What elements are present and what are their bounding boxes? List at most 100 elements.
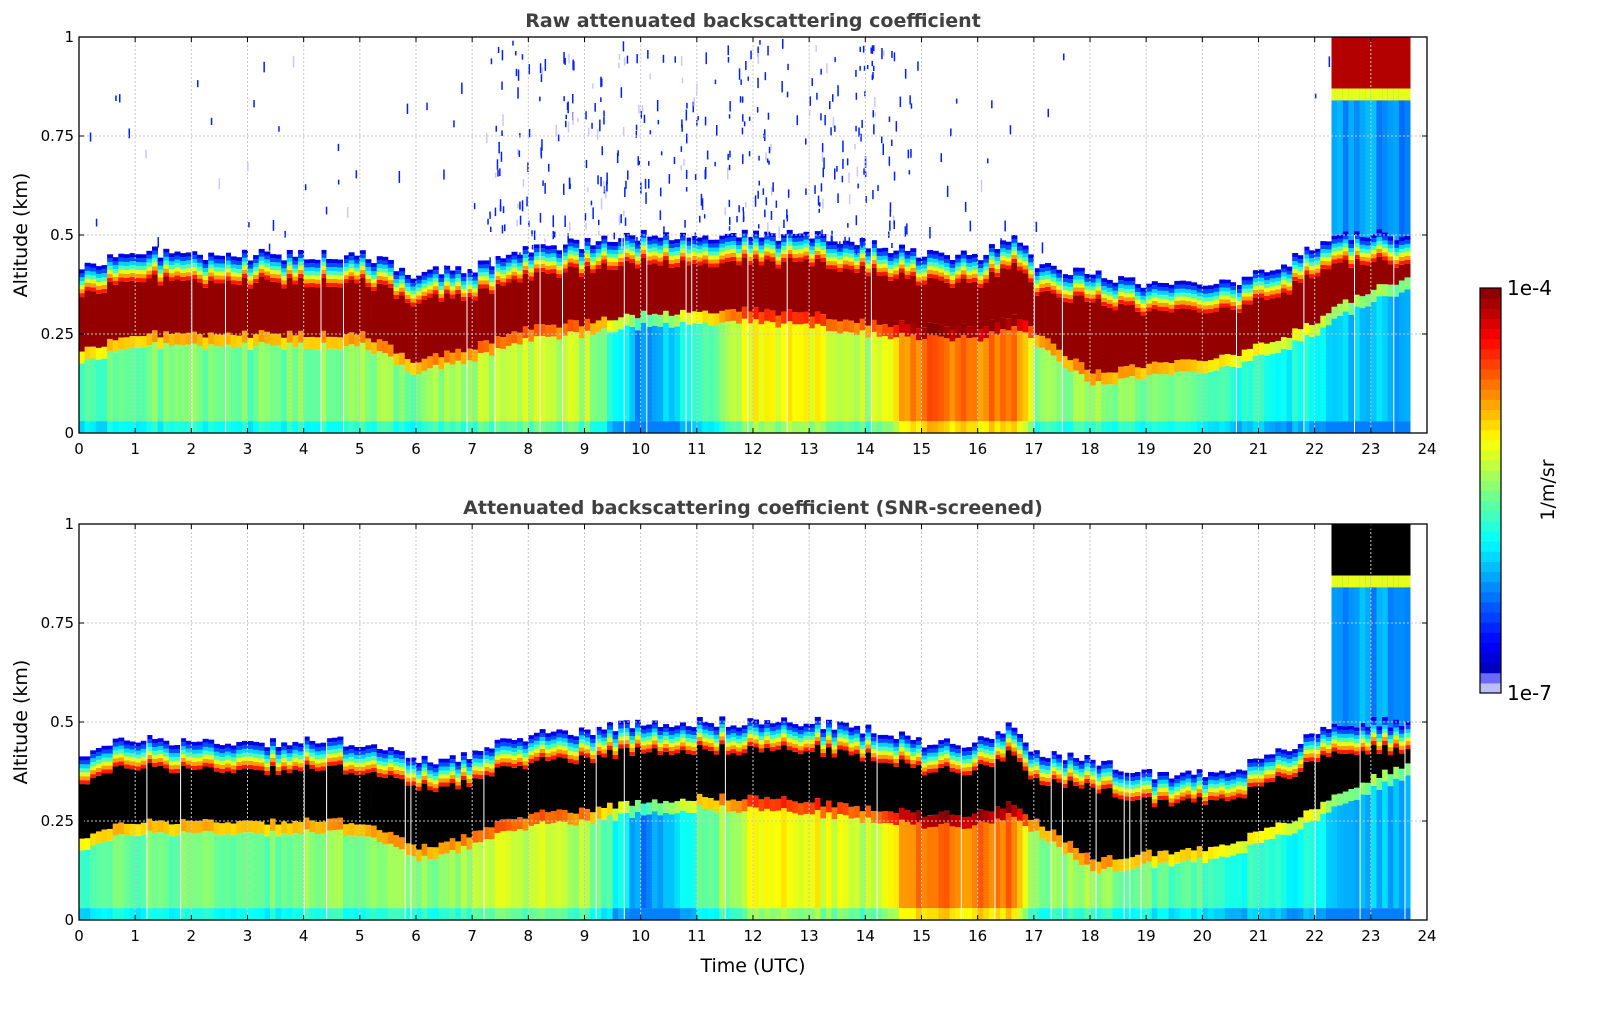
heatmap-cell <box>584 820 591 909</box>
heatmap-cell <box>713 247 720 252</box>
heatmap-cell <box>938 272 945 277</box>
heatmap-cell <box>1056 277 1063 282</box>
heatmap-cell <box>713 800 720 813</box>
heatmap-cell <box>556 753 563 758</box>
heatmap-cell <box>1387 296 1394 422</box>
heatmap-cell <box>775 908 782 920</box>
heatmap-cell <box>522 265 529 270</box>
heatmap-cell <box>444 778 451 783</box>
heatmap-cell <box>354 421 361 433</box>
heatmap-cell <box>494 743 501 748</box>
heatmap-cell <box>129 276 136 281</box>
heatmap-cell <box>809 328 816 422</box>
heatmap-cell <box>219 279 226 284</box>
heatmap-cell <box>1017 254 1023 259</box>
heatmap-cell <box>775 798 782 811</box>
heatmap-cell <box>899 320 905 333</box>
heatmap-cell <box>724 750 731 755</box>
noise-speck <box>742 114 744 122</box>
heatmap-cell <box>1101 384 1108 422</box>
heatmap-cell <box>517 274 524 279</box>
heatmap-cell <box>899 268 905 273</box>
heatmap-cell <box>354 275 361 280</box>
heatmap-cell <box>753 727 759 732</box>
heatmap-cell <box>511 331 518 344</box>
heatmap-cell <box>764 235 771 240</box>
heatmap-cell <box>573 744 580 749</box>
heatmap-cell <box>1157 286 1164 291</box>
heatmap-cell <box>517 421 524 433</box>
heatmap-cell <box>1123 293 1130 298</box>
heatmap-cell <box>84 908 91 920</box>
heatmap-cell <box>1067 275 1074 280</box>
heatmap-cell <box>887 339 894 422</box>
heatmap-cell <box>646 724 653 729</box>
heatmap-cell <box>724 233 731 238</box>
heatmap-cell <box>584 330 591 422</box>
noise-speck <box>743 216 745 221</box>
heatmap-cell <box>1017 262 1023 267</box>
heatmap-cell <box>848 241 855 246</box>
heatmap-cell <box>1011 254 1018 259</box>
heatmap-cell <box>691 255 698 260</box>
heatmap-cell <box>477 778 484 831</box>
noise-speck <box>598 230 600 236</box>
heatmap-cell <box>1213 303 1220 308</box>
heatmap-cell <box>157 285 164 338</box>
heatmap-cell <box>1275 352 1282 422</box>
heatmap-cell <box>1090 290 1096 295</box>
heatmap-cell <box>1224 279 1231 284</box>
noise-speck <box>817 195 820 206</box>
heatmap-cell <box>320 758 327 763</box>
heatmap-cell <box>820 806 827 819</box>
heatmap-cell <box>376 768 383 773</box>
heatmap-cell <box>1258 281 1265 286</box>
heatmap-cell <box>270 830 276 909</box>
heatmap-cell <box>432 294 439 354</box>
heatmap-cell <box>983 278 990 283</box>
heatmap-cell <box>820 261 827 314</box>
heatmap-cell <box>140 421 147 433</box>
heatmap-cell <box>449 763 456 768</box>
heatmap-cell <box>135 758 142 763</box>
heatmap-cell <box>736 908 743 920</box>
heatmap-cell <box>253 741 260 746</box>
noise-speck <box>685 169 688 179</box>
heatmap-cell <box>416 861 422 909</box>
heatmap-cell <box>786 746 793 751</box>
heatmap-cell <box>1090 385 1096 422</box>
heatmap-cell <box>972 269 978 274</box>
heatmap-cell <box>1056 289 1063 294</box>
heatmap-cell <box>764 255 771 260</box>
heatmap-cell <box>870 331 877 422</box>
heatmap-cell <box>674 266 681 315</box>
heatmap-cell <box>741 741 748 746</box>
heatmap-cell <box>84 850 91 909</box>
heatmap-cell <box>663 732 670 736</box>
heatmap-cell <box>640 737 647 742</box>
heatmap-cell <box>303 337 310 349</box>
heatmap-cell <box>595 754 602 807</box>
heatmap-cell <box>208 256 215 261</box>
heatmap-cell <box>618 801 625 814</box>
heatmap-cell <box>432 764 439 769</box>
heatmap-cell <box>792 245 799 250</box>
heatmap-cell <box>326 754 333 759</box>
heatmap-cell <box>837 321 844 334</box>
heatmap-cell <box>1134 421 1141 433</box>
heatmap-cell <box>253 346 260 422</box>
heatmap-cell <box>1398 280 1405 293</box>
heatmap-cell <box>949 743 956 748</box>
heatmap-cell <box>927 253 934 258</box>
heatmap-cell <box>1309 262 1316 267</box>
heatmap-cell <box>870 745 877 750</box>
heatmap-cell <box>101 769 108 774</box>
heatmap-cell <box>123 281 130 338</box>
noise-speck <box>680 56 683 66</box>
heatmap-cell <box>1202 361 1209 374</box>
heatmap-cell <box>764 251 771 256</box>
heatmap-cell <box>719 310 726 323</box>
heatmap-cell <box>764 808 771 909</box>
heatmap-cell <box>1151 305 1158 309</box>
heatmap-cell <box>309 744 316 749</box>
